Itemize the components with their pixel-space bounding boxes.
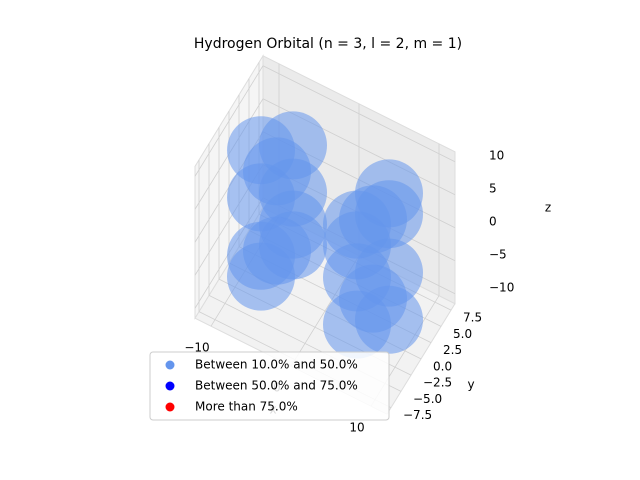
y-tick-label: −5.0 [413,392,442,406]
y-axis-label: y [467,377,474,391]
z-tick-label: −5 [489,247,507,261]
legend-marker [165,381,175,391]
grid-line [262,65,456,163]
legend-marker [165,360,175,370]
y-tick-label: 5.0 [453,327,472,341]
legend-marker [165,402,175,412]
grid-line [194,65,264,177]
legend-label: More than 75.0% [195,400,298,414]
legend-label: Between 50.0% and 75.0% [195,379,358,393]
y-tick-label: 2.5 [443,343,462,357]
chart-title: Hydrogen Orbital (n = 3, l = 2, m = 1) [194,36,462,52]
y-tick-label: −2.5 [423,376,452,390]
z-tick-label: 5 [489,181,497,195]
z-axis-label: z [545,200,551,214]
z-tick-label: 0 [489,214,497,228]
legend-label: Between 10.0% and 50.0% [195,358,358,372]
point [323,190,391,259]
legend-box [149,351,390,421]
y-tick-label: 0.0 [433,359,452,373]
z-tick-label: −10 [489,280,514,294]
x-tick-label: −10 [184,341,209,355]
z-tick-label: 10 [489,148,504,162]
y-tick-label: −7.5 [403,408,432,422]
y-tick-label: 7.5 [463,311,482,325]
point [259,211,327,280]
x-tick-label: 10 [349,421,364,435]
point [323,243,391,312]
